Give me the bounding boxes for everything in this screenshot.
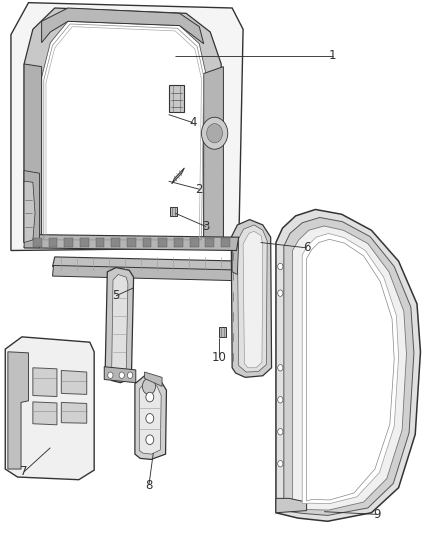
Polygon shape [231,220,272,377]
Polygon shape [302,233,399,504]
Text: 4: 4 [189,116,197,129]
Polygon shape [276,498,307,513]
Text: 10: 10 [212,351,226,364]
Circle shape [278,365,283,371]
Circle shape [278,429,283,435]
Polygon shape [33,238,42,247]
Text: 5: 5 [113,289,120,302]
Polygon shape [95,238,104,247]
Polygon shape [11,3,243,251]
Circle shape [207,124,223,143]
Circle shape [201,117,228,149]
Polygon shape [24,8,223,243]
Polygon shape [127,238,136,247]
Circle shape [127,372,133,378]
Polygon shape [80,238,88,247]
Circle shape [278,263,283,270]
Circle shape [278,461,283,467]
Polygon shape [205,238,214,247]
Polygon shape [112,274,128,377]
Polygon shape [24,235,239,251]
Polygon shape [53,265,246,281]
Polygon shape [174,238,183,247]
Circle shape [119,372,124,378]
Polygon shape [243,231,263,368]
Circle shape [146,392,154,402]
Polygon shape [219,327,226,337]
Circle shape [146,435,154,445]
Polygon shape [105,268,134,383]
Circle shape [278,290,283,296]
Polygon shape [145,372,162,386]
Polygon shape [104,367,136,383]
Text: 3: 3 [202,220,209,233]
Polygon shape [190,238,198,247]
Polygon shape [33,368,57,397]
Polygon shape [64,238,73,247]
Polygon shape [293,226,406,510]
Polygon shape [61,370,87,394]
Text: 8: 8 [145,479,152,491]
Polygon shape [170,207,177,216]
Polygon shape [172,168,184,184]
Circle shape [146,414,154,423]
Polygon shape [276,209,420,521]
Polygon shape [24,171,39,248]
Polygon shape [169,85,184,112]
Polygon shape [111,238,120,247]
Circle shape [108,372,113,378]
Text: 1: 1 [329,50,337,62]
Polygon shape [33,402,57,425]
Polygon shape [24,64,42,243]
Polygon shape [24,181,35,243]
Text: 7: 7 [20,465,28,478]
Polygon shape [221,238,230,247]
Polygon shape [139,383,161,454]
Circle shape [142,378,155,394]
Circle shape [278,397,283,403]
Polygon shape [53,257,244,271]
Text: 2: 2 [195,183,203,196]
Polygon shape [5,337,94,480]
Polygon shape [159,238,167,247]
Polygon shape [284,217,414,515]
Text: 6: 6 [303,241,311,254]
Polygon shape [143,238,152,247]
Polygon shape [204,67,223,243]
Polygon shape [232,237,239,274]
Text: 9: 9 [373,508,381,521]
Polygon shape [135,376,166,459]
Polygon shape [49,238,57,247]
Polygon shape [42,21,206,240]
Polygon shape [8,352,28,469]
Polygon shape [42,8,204,44]
Polygon shape [237,225,267,372]
Polygon shape [61,402,87,423]
